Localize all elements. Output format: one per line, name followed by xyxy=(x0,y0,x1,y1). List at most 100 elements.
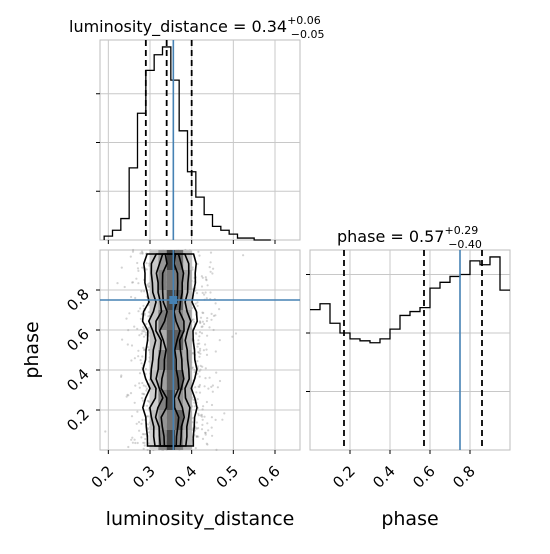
sample-point xyxy=(205,442,208,445)
sample-point xyxy=(197,250,200,253)
sample-point xyxy=(203,322,206,326)
sample-point xyxy=(198,355,201,358)
sample-point xyxy=(210,385,213,388)
sample-point xyxy=(194,405,197,408)
sample-point xyxy=(141,266,144,269)
density-cell xyxy=(150,330,159,350)
histogram-line xyxy=(103,46,271,241)
sample-point xyxy=(208,266,211,269)
sample-point xyxy=(205,297,208,300)
tick-marks xyxy=(306,274,471,454)
sample-point xyxy=(147,346,150,349)
sample-point xyxy=(133,401,136,404)
sample-point xyxy=(127,394,130,397)
sample-point xyxy=(211,384,214,387)
sample-point xyxy=(134,441,137,445)
sample-point xyxy=(205,278,208,281)
sample-point xyxy=(135,277,138,280)
sample-point xyxy=(144,333,147,336)
sample-point xyxy=(218,379,222,383)
sample-point xyxy=(201,423,204,426)
y-tick-label: 0.4 xyxy=(63,365,93,395)
sample-point xyxy=(147,442,150,445)
sample-point xyxy=(120,375,123,378)
sample-point xyxy=(132,248,135,252)
density-cell xyxy=(150,410,159,430)
sample-point xyxy=(121,338,124,341)
sample-point xyxy=(191,421,194,424)
truth-markers xyxy=(100,250,300,450)
sample-point xyxy=(195,435,198,438)
x-tick-label: 0.2 xyxy=(88,462,118,492)
sample-point xyxy=(143,393,146,396)
sample-point xyxy=(148,262,151,265)
sample-point xyxy=(205,319,208,323)
sample-point xyxy=(145,262,148,265)
sample-point xyxy=(146,283,149,286)
sample-point xyxy=(197,435,200,438)
histogram-steps xyxy=(103,40,271,241)
sample-point xyxy=(147,415,150,418)
sample-point xyxy=(196,342,199,345)
sample-point xyxy=(218,308,221,311)
sample-point xyxy=(144,367,147,371)
sample-point xyxy=(215,371,218,374)
sample-point xyxy=(223,412,226,415)
sample-point xyxy=(140,290,143,293)
sample-point xyxy=(197,427,200,430)
density-cell xyxy=(183,390,192,410)
sample-point xyxy=(141,399,145,402)
sample-point xyxy=(147,423,150,426)
sample-point xyxy=(196,262,199,266)
density-cell xyxy=(175,350,184,370)
sample-point xyxy=(129,392,133,395)
sample-point xyxy=(146,404,149,407)
sample-point xyxy=(145,387,149,390)
sample-point xyxy=(140,436,143,439)
density-cell xyxy=(183,370,192,390)
sample-point xyxy=(191,396,194,399)
density-cell xyxy=(166,310,175,330)
panel-phase-hist: 0.2 0.4 0.6 0.8 phase = 0.57+0.29 −0.40 phas… xyxy=(306,224,511,530)
panel-luminosity-distance-hist: luminosity_distance = 0.34+0.06 −0.05 xyxy=(69,14,325,244)
sample-point xyxy=(207,429,210,432)
sample-point xyxy=(209,291,212,294)
sample-point xyxy=(142,326,145,329)
panel-title: luminosity_distance = 0.34+0.06 −0.05 xyxy=(69,14,325,41)
sample-point xyxy=(147,311,150,314)
sample-point xyxy=(201,276,204,279)
sample-point xyxy=(143,327,146,330)
sample-point xyxy=(198,342,201,345)
sample-point xyxy=(138,429,141,432)
sample-point xyxy=(194,447,197,450)
sample-point xyxy=(116,282,119,285)
sample-point xyxy=(205,353,209,356)
sample-point xyxy=(212,314,216,317)
sample-point xyxy=(206,334,209,337)
sample-point xyxy=(211,434,214,437)
sample-point xyxy=(199,316,203,319)
sample-point xyxy=(136,441,139,445)
sample-point xyxy=(191,266,194,269)
sample-point xyxy=(204,367,207,370)
density-cell xyxy=(175,250,184,270)
tick-marks xyxy=(96,289,276,454)
contour-line xyxy=(154,253,186,447)
sample-point xyxy=(148,282,151,285)
sample-point xyxy=(212,328,215,332)
sample-point xyxy=(210,318,213,321)
sample-point xyxy=(197,414,200,417)
sample-point xyxy=(138,382,141,385)
truth-marker xyxy=(169,296,178,304)
sample-point xyxy=(148,264,151,267)
sample-point xyxy=(147,400,150,403)
sample-point xyxy=(137,310,140,313)
density-cell xyxy=(166,330,175,350)
y-tick-label: 0.2 xyxy=(63,405,93,435)
sample-point xyxy=(192,398,195,401)
sample-point xyxy=(210,416,213,419)
sample-point xyxy=(199,364,202,367)
sample-point xyxy=(206,317,209,320)
sample-point xyxy=(198,331,202,334)
sample-point xyxy=(198,391,202,394)
